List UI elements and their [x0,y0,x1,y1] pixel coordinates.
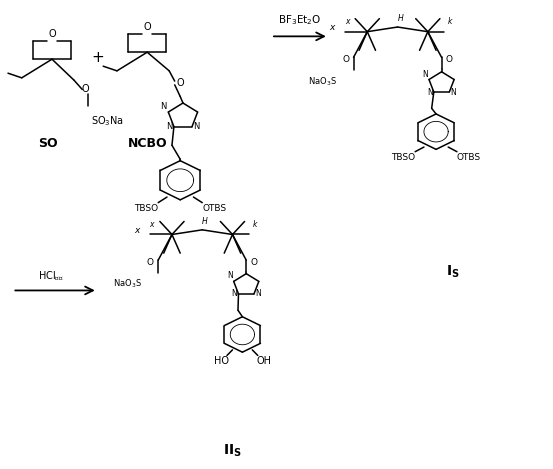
Text: NaO$_3$S: NaO$_3$S [113,278,142,290]
Text: N: N [193,122,200,131]
Text: $x$: $x$ [149,220,156,229]
Text: $x$: $x$ [345,17,351,26]
Text: N: N [227,272,233,280]
Text: $x$: $x$ [134,226,142,235]
Text: BF$_3$Et$_2$O: BF$_3$Et$_2$O [278,13,321,27]
Text: TBSO: TBSO [391,152,415,162]
Text: N: N [255,289,261,298]
Text: O: O [176,77,184,88]
Text: $\mathbf{II_S}$: $\mathbf{II_S}$ [223,443,242,460]
Text: OTBS: OTBS [457,152,481,162]
Text: O: O [251,258,258,267]
Text: N: N [166,122,172,131]
Text: O: O [446,55,453,64]
Text: $H$: $H$ [397,12,404,23]
Text: $x$: $x$ [330,23,337,32]
Text: N: N [160,102,166,111]
Text: HO: HO [213,356,228,366]
Text: $k$: $k$ [252,218,258,229]
Text: $\mathbf{I_S}$: $\mathbf{I_S}$ [446,264,460,280]
Text: OTBS: OTBS [202,204,226,212]
Text: N: N [422,69,428,79]
Text: N: N [427,88,432,97]
Text: O: O [81,83,89,94]
Text: SO$_3$Na: SO$_3$Na [91,114,124,128]
Text: O: O [342,55,349,64]
Text: O: O [143,22,151,32]
Text: O: O [48,29,56,39]
Text: OH: OH [256,356,271,366]
Text: SO: SO [38,137,58,150]
Text: TBSO: TBSO [134,204,158,212]
Text: HCl$_{溶液}$: HCl$_{溶液}$ [38,270,64,283]
Text: NaO$_3$S: NaO$_3$S [308,75,337,88]
Text: +: + [91,50,104,65]
Text: NCBO: NCBO [127,137,167,150]
Text: N: N [451,88,456,97]
Text: $H$: $H$ [201,215,208,226]
Text: O: O [147,258,154,267]
Text: $k$: $k$ [447,15,454,26]
Text: N: N [232,289,237,298]
